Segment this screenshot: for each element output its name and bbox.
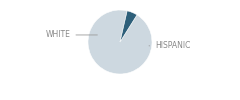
Text: HISPANIC: HISPANIC <box>149 41 191 50</box>
Wedge shape <box>88 10 152 74</box>
Wedge shape <box>120 11 137 42</box>
Text: WHITE: WHITE <box>46 30 97 40</box>
